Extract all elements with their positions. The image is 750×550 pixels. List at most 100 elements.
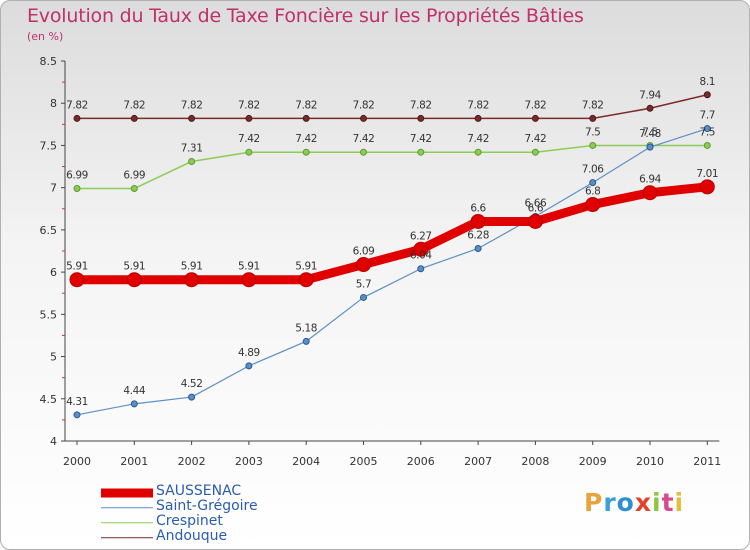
series-line-saint-gr-goire <box>76 127 708 416</box>
data-point-andouque <box>360 114 367 122</box>
data-label-andouque: 7.82 <box>181 99 203 111</box>
data-point-saint-gr-goire <box>73 411 81 419</box>
series-line-saussenac <box>77 182 708 285</box>
data-label-andouque: 7.94 <box>639 89 661 101</box>
data-point-andouque <box>130 114 138 122</box>
data-label-andouque: 7.82 <box>123 99 145 111</box>
data-label-crespinet: 7.42 <box>467 133 489 145</box>
x-tick-label: 2000 <box>63 455 91 468</box>
data-point-andouque <box>531 114 539 122</box>
data-label-andouque: 8.1 <box>700 76 716 88</box>
data-point-andouque <box>417 114 425 122</box>
data-label-andouque: 7.82 <box>467 99 489 111</box>
data-point-crespinet <box>245 148 253 156</box>
data-label-crespinet: 7.5 <box>642 126 658 138</box>
data-label-saint-gr-goire: 6.04 <box>410 250 432 262</box>
legend-swatch <box>101 488 153 497</box>
data-point-saussenac <box>470 213 486 229</box>
y-tick-label: 6 <box>50 266 57 279</box>
data-point-andouque <box>73 114 81 122</box>
y-tick-label: 5.5 <box>40 308 58 321</box>
data-label-andouque: 7.82 <box>295 99 317 111</box>
data-point-saint-gr-goire <box>188 393 196 401</box>
data-label-saussenac: 7.01 <box>696 168 718 180</box>
proxiti-logo: Proxiti <box>584 488 684 517</box>
data-point-crespinet <box>130 185 138 193</box>
x-tick-label: 2001 <box>120 455 148 468</box>
data-label-saussenac: 6.6 <box>528 202 544 214</box>
data-label-saint-gr-goire: 6.28 <box>467 229 489 241</box>
data-label-saint-gr-goire: 4.31 <box>66 396 88 408</box>
y-tick-label: 4.5 <box>40 393 58 406</box>
y-tick-label: 4 <box>50 435 57 448</box>
data-label-crespinet: 7.5 <box>585 126 601 138</box>
x-tick-label: 2003 <box>235 455 263 468</box>
data-point-crespinet <box>73 185 81 193</box>
data-label-saussenac: 6.6 <box>470 202 486 214</box>
legend-swatch <box>101 506 153 509</box>
data-point-andouque <box>646 104 654 112</box>
data-label-saussenac: 6.09 <box>353 246 375 258</box>
legend-item-andouque: Andouque <box>101 528 321 545</box>
data-point-saussenac <box>298 272 314 288</box>
x-tick-label: 2007 <box>464 455 492 468</box>
data-label-saussenac: 5.91 <box>295 261 317 273</box>
data-label-saint-gr-goire: 4.44 <box>123 385 145 397</box>
data-label-saint-gr-goire: 5.18 <box>295 322 317 334</box>
data-point-saussenac <box>699 179 715 195</box>
x-tick-label: 2006 <box>407 455 435 468</box>
data-point-saint-gr-goire <box>417 265 425 273</box>
data-point-andouque <box>474 114 482 122</box>
data-point-saint-gr-goire <box>360 293 367 301</box>
logo-letter: x <box>634 488 652 517</box>
data-point-saussenac <box>69 272 85 288</box>
data-point-crespinet <box>360 148 367 156</box>
x-tick-label: 2011 <box>693 455 721 468</box>
x-tick-label: 2010 <box>636 455 664 468</box>
data-point-andouque <box>703 91 711 99</box>
x-tick-label: 2002 <box>178 455 206 468</box>
data-point-crespinet <box>703 141 711 149</box>
data-point-crespinet <box>417 148 425 156</box>
data-point-saint-gr-goire <box>245 362 253 370</box>
data-point-saint-gr-goire <box>130 400 138 408</box>
data-label-andouque: 7.82 <box>525 99 547 111</box>
data-point-saussenac <box>126 272 142 288</box>
data-point-saussenac <box>585 197 601 213</box>
data-label-saint-gr-goire: 7.7 <box>700 110 716 122</box>
data-label-crespinet: 7.5 <box>700 126 716 138</box>
data-label-crespinet: 7.42 <box>410 133 432 145</box>
x-tick-label: 2009 <box>579 455 607 468</box>
data-point-andouque <box>188 114 196 122</box>
data-point-crespinet <box>589 141 597 149</box>
data-label-saint-gr-goire: 4.52 <box>181 378 203 390</box>
y-tick-label: 8.5 <box>40 55 58 68</box>
data-label-saussenac: 6.27 <box>410 230 432 242</box>
data-label-saint-gr-goire: 5.7 <box>356 278 372 290</box>
data-label-andouque: 7.82 <box>66 99 88 111</box>
data-point-saussenac <box>241 272 257 288</box>
y-tick-label: 6.5 <box>40 224 58 237</box>
x-tick-label: 2004 <box>292 455 320 468</box>
legend-item-saint-gr-goire: Saint-Grégoire <box>101 498 321 515</box>
data-label-crespinet: 6.99 <box>66 170 88 182</box>
y-tick-label: 7.5 <box>40 139 58 152</box>
chart-title: Evolution du Taux de Taxe Foncière sur l… <box>27 5 584 27</box>
legend-label: Saint-Grégoire <box>156 498 258 514</box>
data-label-andouque: 7.82 <box>238 99 260 111</box>
legend-item-saussenac: SAUSSENAC <box>101 483 321 500</box>
data-point-crespinet <box>531 148 539 156</box>
data-point-saint-gr-goire <box>589 179 597 187</box>
logo-letter: P <box>584 488 604 517</box>
y-tick-label: 5 <box>50 351 57 364</box>
data-label-andouque: 7.82 <box>353 99 375 111</box>
data-point-saint-gr-goire <box>646 143 654 151</box>
legend-label: Crespinet <box>156 513 223 529</box>
data-label-andouque: 7.82 <box>582 99 604 111</box>
data-point-saussenac <box>642 185 658 201</box>
data-label-crespinet: 7.31 <box>181 142 203 154</box>
legend-label: Andouque <box>156 528 228 544</box>
chart-legend: SAUSSENAC Saint-Grégoire Crespinet Andouque <box>101 483 321 545</box>
